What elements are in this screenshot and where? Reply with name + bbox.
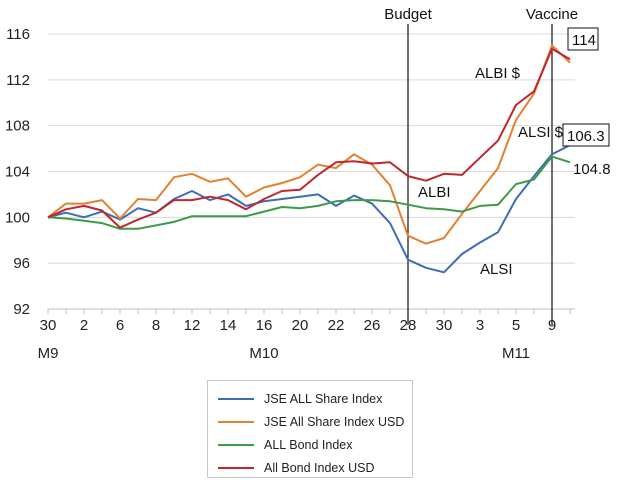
x-tick-label: 22 bbox=[328, 317, 345, 334]
y-tick-label: 96 bbox=[13, 255, 30, 272]
series-line bbox=[47, 47, 571, 229]
value-box-114 bbox=[567, 27, 599, 51]
y-tick-label: 92 bbox=[13, 301, 30, 318]
x-tick-label: 16 bbox=[256, 317, 273, 334]
x-tick-label: 9 bbox=[548, 317, 556, 334]
legend-label: JSE ALL Share Index bbox=[264, 391, 383, 406]
value-box-106-label: 106.3 bbox=[567, 128, 605, 145]
value-label-104-8: 104.8 bbox=[573, 161, 611, 178]
x-tick-label: 30 bbox=[436, 317, 453, 334]
event-marker-label: Vaccine bbox=[526, 6, 578, 23]
gridlines bbox=[48, 33, 575, 264]
legend-item: ALL Bond Index bbox=[218, 433, 412, 456]
event-markers: Budget Vaccine bbox=[384, 6, 578, 325]
legend-swatch bbox=[218, 397, 254, 400]
albi-label: ALBI bbox=[418, 184, 451, 201]
value-box-106 bbox=[562, 123, 610, 147]
x-axis-tick-labels: 30 2 6 8 12 14 16 20 22 26 28 30 3 5 9 bbox=[40, 317, 557, 334]
legend-swatch bbox=[218, 443, 254, 446]
series-line bbox=[47, 144, 571, 274]
x-tick-label: 12 bbox=[184, 317, 201, 334]
y-tick-label: 108 bbox=[5, 118, 30, 135]
x-tick-label: 3 bbox=[476, 317, 484, 334]
legend-label: ALL Bond Index bbox=[264, 437, 353, 452]
month-label: M9 bbox=[38, 345, 59, 362]
x-tick-label: 6 bbox=[116, 317, 124, 334]
x-axis bbox=[47, 308, 575, 314]
alsi-label: ALSI bbox=[480, 261, 513, 278]
legend-swatch bbox=[218, 466, 254, 469]
legend-label: JSE All Share Index USD bbox=[264, 414, 405, 429]
y-tick-label: 112 bbox=[6, 72, 30, 89]
legend-item: All Bond Index USD bbox=[218, 456, 412, 479]
alsi-usd-label: ALSI $ bbox=[518, 124, 564, 141]
y-axis-tick-labels: 92 96 100 104 108 112 116 bbox=[5, 26, 30, 318]
x-tick-label: 14 bbox=[220, 317, 237, 334]
value-box-114-label: 114 bbox=[572, 32, 596, 49]
annotations: ALBI $ ALSI $ ALBI ALSI 114 106.3 104.8 bbox=[418, 27, 611, 278]
albi-usd-label: ALBI $ bbox=[475, 65, 521, 82]
x-tick-label: 26 bbox=[364, 317, 381, 334]
x-tick-label: 20 bbox=[292, 317, 309, 334]
y-tick-label: 116 bbox=[6, 26, 30, 43]
series-line bbox=[47, 155, 571, 230]
x-tick-label: 5 bbox=[512, 317, 520, 334]
legend-swatch bbox=[218, 420, 254, 423]
x-tick-label: 30 bbox=[40, 317, 57, 334]
legend-label: All Bond Index USD bbox=[264, 460, 375, 475]
x-tick-label: 2 bbox=[80, 317, 88, 334]
legend-item: JSE ALL Share Index bbox=[218, 387, 412, 410]
x-tick-label: 8 bbox=[152, 317, 160, 334]
month-labels: M9 M10 M11 bbox=[38, 345, 530, 362]
x-tick-label: 28 bbox=[400, 317, 417, 334]
legend-item: JSE All Share Index USD bbox=[218, 410, 412, 433]
event-marker-label: Budget bbox=[384, 6, 432, 23]
month-label: M10 bbox=[249, 345, 278, 362]
series-lines bbox=[47, 44, 571, 274]
series-line bbox=[47, 44, 571, 245]
y-tick-label: 104 bbox=[5, 164, 30, 181]
month-label: M11 bbox=[502, 345, 530, 362]
y-tick-label: 100 bbox=[5, 209, 30, 226]
chart-legend: JSE ALL Share Index JSE All Share Index … bbox=[207, 380, 413, 478]
